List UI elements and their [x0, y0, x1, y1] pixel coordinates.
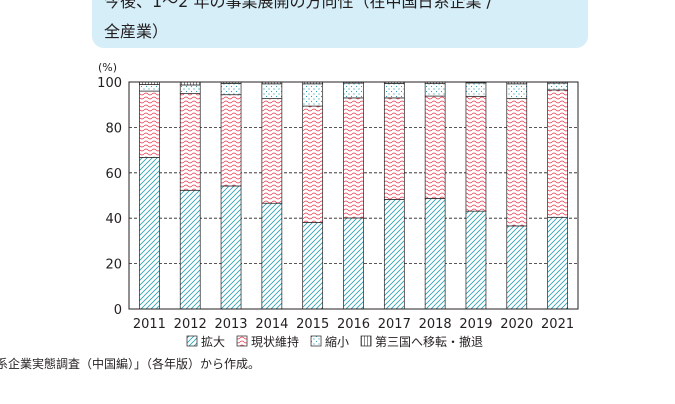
bar-2020-series-2 — [506, 83, 528, 99]
bar-2021-series-1 — [547, 89, 568, 218]
bar-2018-series-0 — [424, 198, 446, 310]
bar-2019-series-0 — [465, 210, 487, 310]
y-axis-unit-label: (%) — [98, 61, 117, 74]
legend-swatch-1 — [236, 335, 248, 347]
y-tick-label-100: 100 — [97, 76, 122, 91]
bar-2018-series-2 — [424, 83, 446, 97]
bar-2012-series-0 — [179, 189, 201, 310]
legend-label-1: 現状維持 — [251, 334, 299, 349]
x-tick-label-2013: 2013 — [214, 317, 247, 332]
legend-layer: 拡大 現状維持 縮小 第三国へ移転・撤退 — [186, 334, 483, 349]
bar-2014-series-1 — [261, 98, 283, 204]
bar-2016-series-0 — [343, 217, 364, 310]
plot-frame — [128, 81, 579, 310]
legend-swatch-2 — [310, 335, 322, 347]
bar-2015-series-1 — [302, 105, 324, 223]
y-tick-label-20: 20 — [105, 258, 122, 273]
y-tick-label-0: 0 — [114, 303, 122, 318]
y-tick-label-60: 60 — [105, 167, 122, 182]
bar-2012-series-2 — [179, 84, 201, 94]
x-tick-label-2012: 2012 — [174, 317, 207, 332]
legend-label-3: 第三国へ移転・撤退 — [375, 334, 483, 349]
x-tick-label-2017: 2017 — [378, 317, 411, 332]
bar-2011-series-1 — [139, 90, 160, 158]
bar-2019-series-2 — [465, 82, 487, 97]
bar-2019-series-1 — [465, 95, 487, 212]
bar-2011-series-2 — [139, 84, 160, 92]
bar-2021-series-0 — [547, 216, 568, 310]
y-tick-label-80: 80 — [105, 121, 122, 136]
x-tick-label-2011: 2011 — [133, 317, 166, 332]
bar-2020-series-0 — [506, 225, 528, 310]
legend-swatch-3 — [360, 335, 372, 347]
bar-2016-series-2 — [343, 82, 364, 99]
legend-swatch-0 — [186, 335, 198, 347]
bar-2021-series-2 — [547, 82, 568, 91]
y-tick-label-40: 40 — [105, 212, 122, 227]
chart-title-line-1: 今後、1～2 年の事業展開の方向性（在中国日系企業 / — [104, 0, 492, 11]
bar-2017-series-0 — [383, 199, 405, 310]
chart-title-line-2: 全産業） — [104, 22, 169, 41]
legend-label-2: 縮小 — [325, 334, 349, 349]
bar-2015-series-2 — [302, 83, 324, 107]
bar-2013-series-2 — [220, 83, 242, 96]
bar-2011-series-0 — [139, 157, 160, 310]
bar-2017-series-1 — [383, 97, 405, 200]
bar-2014-series-2 — [261, 83, 283, 99]
bars-layer — [139, 81, 568, 310]
bar-2012-series-1 — [179, 93, 201, 191]
x-tick-label-2021: 2021 — [541, 317, 574, 332]
bar-2015-series-0 — [302, 222, 324, 310]
bar-2017-series-2 — [383, 83, 405, 99]
bar-2016-series-1 — [343, 97, 364, 219]
x-tick-label-2016: 2016 — [337, 317, 370, 332]
bar-2018-series-1 — [424, 95, 446, 199]
x-tick-label-2015: 2015 — [296, 317, 329, 332]
bar-2013-series-0 — [220, 185, 242, 310]
bar-2013-series-1 — [220, 94, 242, 187]
chart-title-box: 今後、1～2 年の事業展開の方向性（在中国日系企業 / 全産業） — [92, 0, 588, 48]
x-tick-label-2019: 2019 — [459, 317, 492, 332]
bar-2014-series-0 — [261, 202, 283, 310]
bar-2020-series-1 — [506, 98, 528, 227]
x-tick-label-2020: 2020 — [500, 317, 533, 332]
x-tick-label-2014: 2014 — [255, 317, 288, 332]
legend-label-0: 拡大 — [201, 335, 225, 349]
x-tick-label-2018: 2018 — [419, 317, 452, 332]
axis-layer: 0 20 40 60 80 100 (%) 2011 2012 2013 2014 2015 2016 2… — [97, 61, 579, 332]
source-note: 系企業実態調査（中国編）」（各年版）から作成。 — [0, 357, 261, 371]
